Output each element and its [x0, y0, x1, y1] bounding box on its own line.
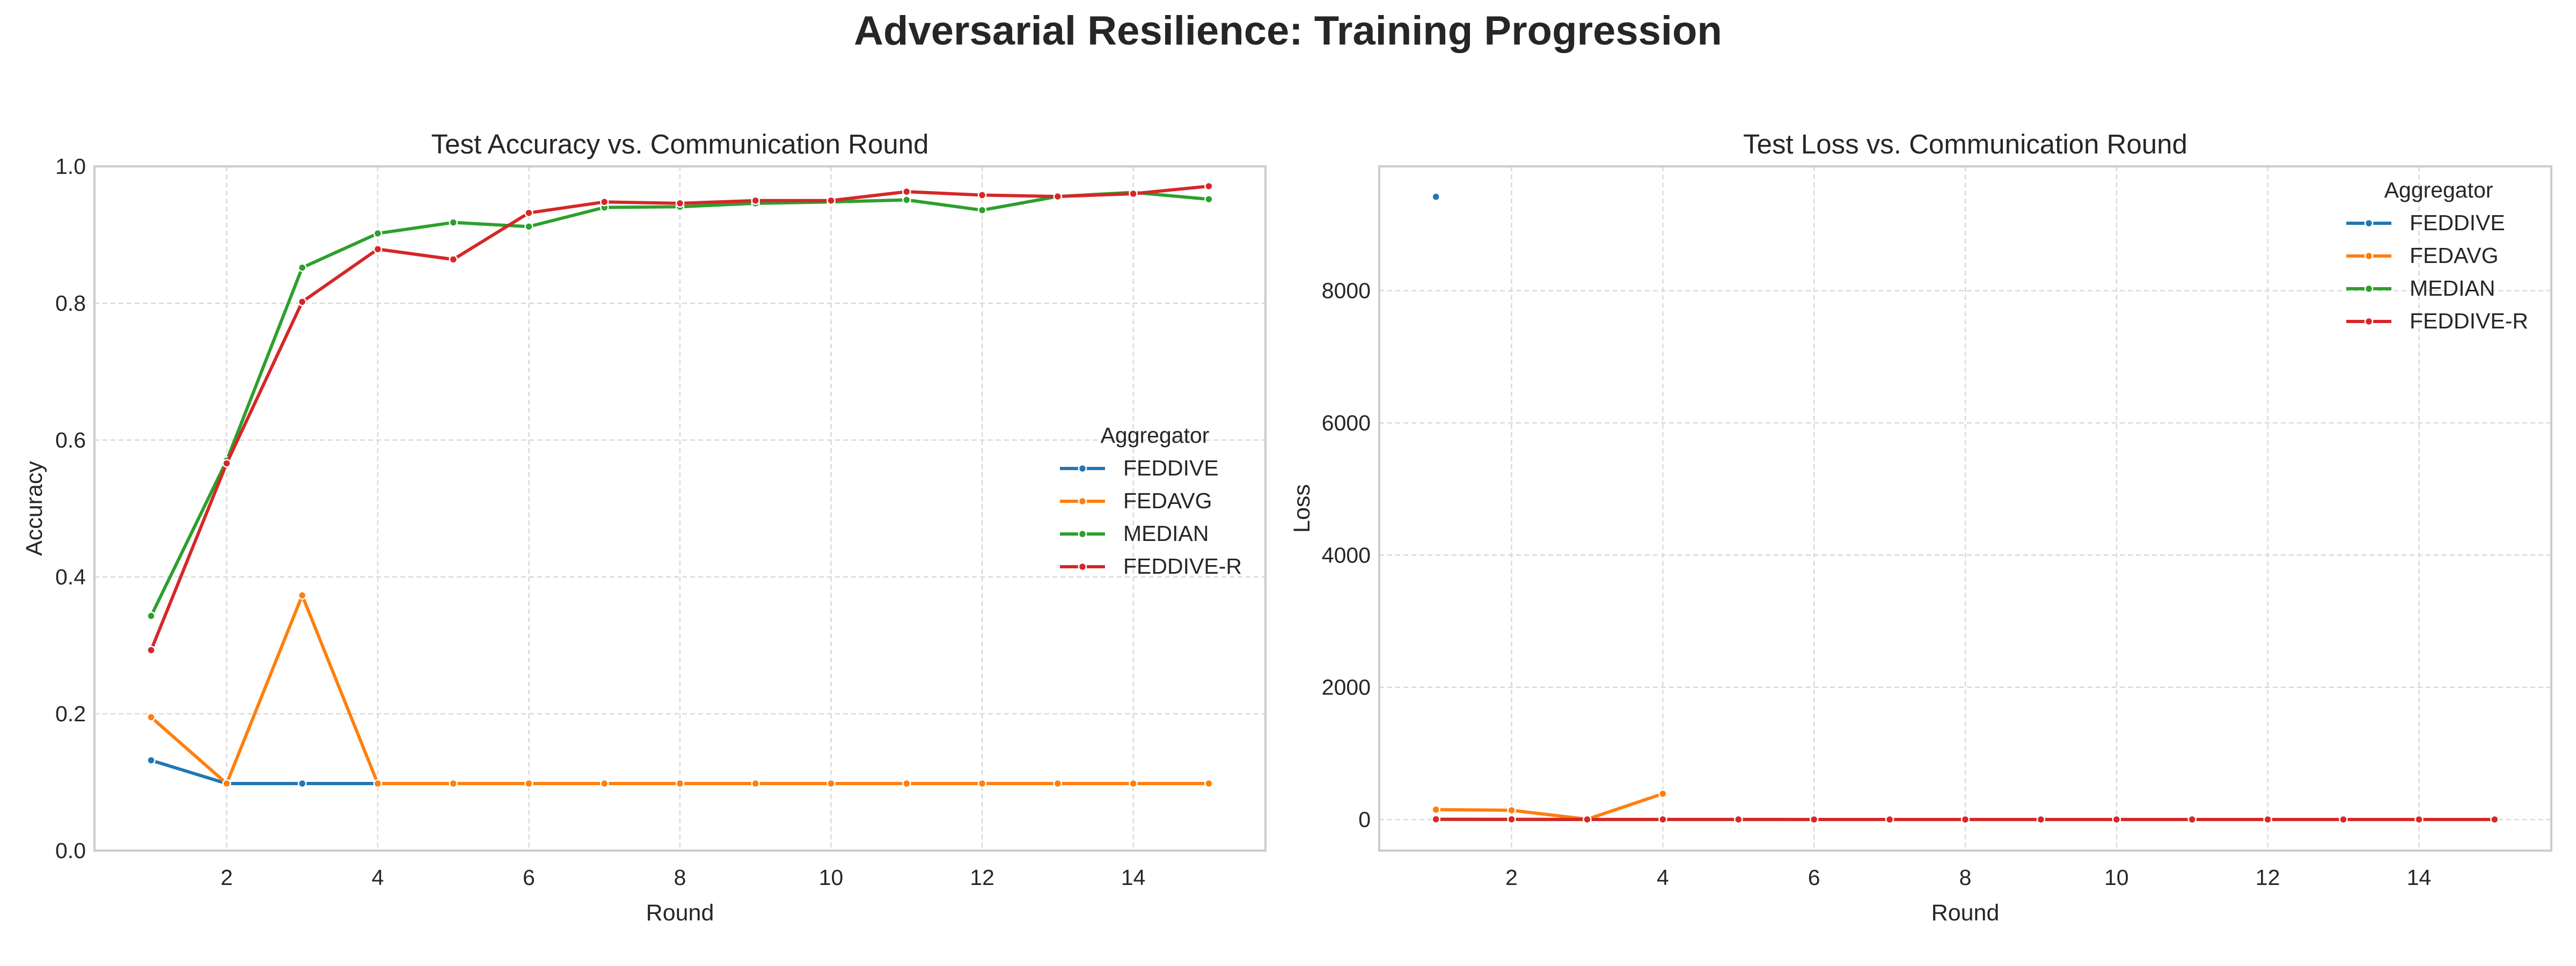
- y-tick-label: 1.0: [55, 154, 86, 179]
- legend-marker-fedavg: [1078, 496, 1087, 506]
- data-point-feddive-r: [222, 459, 231, 468]
- data-point-feddive-r: [147, 646, 156, 655]
- grid-lines: [94, 165, 1265, 852]
- legend-marker-median: [1078, 529, 1087, 539]
- x-tick-label: 14: [1121, 865, 1146, 890]
- data-point-feddive-r: [1204, 181, 1213, 191]
- data-point-feddive-r: [977, 191, 987, 200]
- data-point-feddive-r: [524, 208, 533, 217]
- legend-label-feddive: FEDDIVE: [1123, 456, 1219, 480]
- data-point-fedavg: [599, 779, 609, 788]
- data-point-feddive-r: [1053, 192, 1063, 201]
- data-point-feddive-r: [902, 187, 911, 196]
- data-point-fedavg: [147, 713, 156, 722]
- data-point-fedavg: [222, 779, 231, 788]
- data-point-fedavg: [751, 779, 760, 788]
- y-tick-label: 0.6: [55, 428, 86, 452]
- data-point-feddive-r: [449, 255, 458, 264]
- y-tick-label: 0.4: [55, 565, 86, 589]
- data-point-median: [297, 263, 307, 272]
- x-tick-label: 8: [674, 865, 686, 890]
- x-tick-label: 10: [819, 865, 844, 890]
- data-point-feddive: [297, 779, 307, 788]
- legend-title: Aggregator: [1101, 423, 1210, 448]
- legend-label-feddive-r: FEDDIVE-R: [1123, 554, 1242, 579]
- data-point-fedavg: [1204, 779, 1213, 788]
- data-point-feddive-r: [599, 197, 609, 207]
- chart-title: Test Accuracy vs. Communication Round: [431, 129, 929, 159]
- data-point-median: [977, 206, 987, 215]
- data-point-median: [524, 222, 533, 231]
- data-point-feddive: [147, 756, 156, 765]
- legend-marker-feddive-r: [1078, 562, 1087, 572]
- data-point-fedavg: [297, 591, 307, 600]
- data-point-fedavg: [826, 779, 836, 788]
- series-fedavg: [147, 591, 1213, 788]
- x-axis-label: Round: [646, 900, 714, 926]
- x-tick-label: 6: [523, 865, 535, 890]
- legend-marker-feddive: [1078, 464, 1087, 473]
- x-tick-label: 2: [221, 865, 233, 890]
- y-axis-label: Accuracy: [21, 461, 47, 556]
- data-point-median: [902, 195, 911, 204]
- data-point-median: [449, 218, 458, 227]
- x-tick-label: 4: [371, 865, 384, 890]
- data-point-fedavg: [373, 779, 383, 788]
- x-tick-label: 12: [970, 865, 994, 890]
- y-tick-label: 0.2: [55, 701, 86, 726]
- legend-label-median: MEDIAN: [1123, 521, 1209, 546]
- data-point-fedavg: [1129, 779, 1138, 788]
- figure-title: Adversarial Resilience: Training Progres…: [854, 8, 1722, 54]
- data-point-feddive-r: [297, 297, 307, 306]
- legend: Aggregator FEDDIVE FEDAVG MEDIAN FEDDIVE-R: [1060, 423, 1242, 579]
- data-point-feddive-r: [826, 196, 836, 205]
- series-feddive-r: [147, 181, 1213, 655]
- data-point-fedavg: [449, 779, 458, 788]
- data-point-fedavg: [977, 779, 987, 788]
- data-point-fedavg: [675, 779, 685, 788]
- y-tick-label: 0.8: [55, 291, 86, 316]
- legend-label-fedavg: FEDAVG: [1123, 488, 1212, 513]
- data-point-median: [147, 611, 156, 620]
- data-point-feddive-r: [751, 196, 760, 205]
- y-tick-label: 0.0: [55, 838, 86, 863]
- data-point-fedavg: [902, 779, 911, 788]
- data-point-feddive-r: [1129, 189, 1138, 199]
- data-point-fedavg: [1053, 779, 1063, 788]
- data-point-fedavg: [524, 779, 533, 788]
- data-point-median: [1204, 194, 1213, 204]
- data-point-median: [373, 229, 383, 238]
- plot-frame: [93, 165, 1267, 852]
- data-point-feddive-r: [373, 245, 383, 254]
- data-point-feddive-r: [675, 199, 685, 208]
